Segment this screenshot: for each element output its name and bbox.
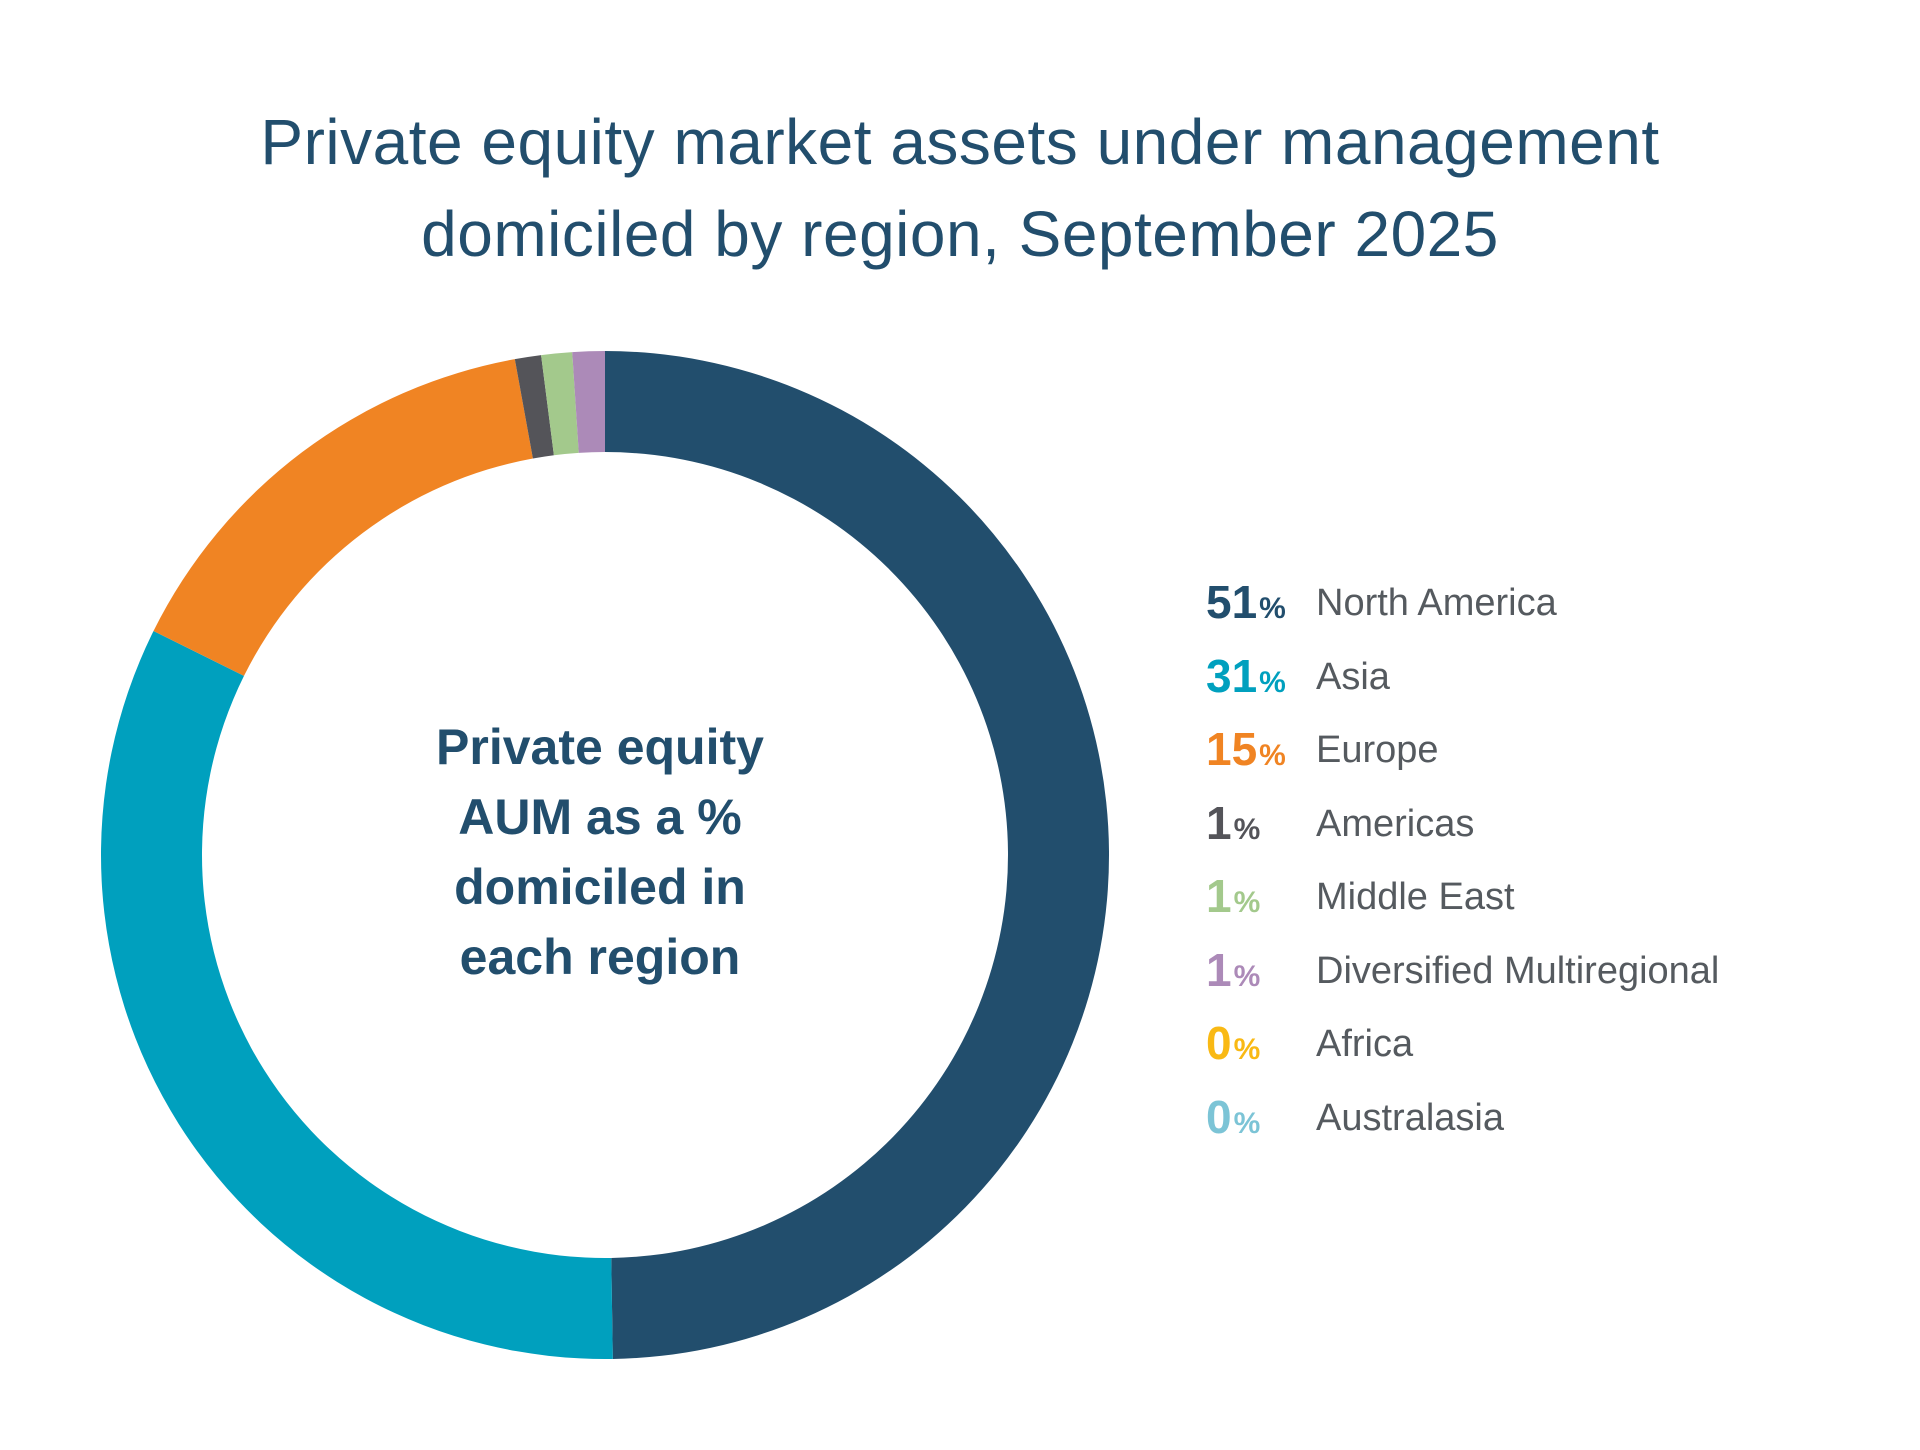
legend-value-number: 0	[1206, 1017, 1232, 1069]
legend-label: Europe	[1316, 729, 1439, 771]
legend-value-number: 1	[1206, 796, 1232, 849]
legend-value: 0%	[1206, 1089, 1260, 1152]
legend-value-unit: %	[1233, 812, 1261, 846]
legend-value: 51%	[1206, 574, 1286, 637]
legend-item-australasia: 0% Australasia	[1206, 1081, 1906, 1155]
center-label-line-3: domiciled in	[454, 859, 746, 915]
legend-value-unit: %	[1259, 592, 1286, 625]
legend-label: Africa	[1316, 1023, 1414, 1065]
donut-slice-americas	[514, 355, 554, 459]
legend-item-asia: 31% Asia	[1206, 640, 1906, 714]
legend-value-unit: %	[1233, 959, 1261, 993]
legend-label: Diversified Multiregional	[1316, 949, 1720, 992]
legend-value-number: 31	[1206, 649, 1258, 702]
legend-value: 1%	[1206, 795, 1260, 858]
donut-slice-north-america	[605, 351, 1110, 1359]
donut-slice-europe	[153, 359, 533, 676]
donut-slice-diversified-multiregional	[572, 351, 605, 453]
legend-value-unit: %	[1233, 1033, 1261, 1066]
legend-label: North America	[1316, 582, 1557, 624]
legend-item-africa: 0% Africa	[1206, 1007, 1906, 1081]
donut-slice-middle-east	[541, 352, 579, 456]
chart-title-line-2: domiciled by region, September 2025	[421, 198, 1499, 270]
legend-value: 1%	[1206, 942, 1260, 1005]
legend-item-europe: 15% Europe	[1206, 713, 1906, 787]
legend-value-unit: %	[1259, 665, 1286, 699]
legend-value: 1%	[1206, 868, 1260, 931]
legend-value-number: 1	[1206, 870, 1232, 922]
legend-label: Americas	[1316, 802, 1475, 845]
center-label-line-2: AUM as a %	[458, 789, 742, 845]
legend-value: 0%	[1206, 1015, 1260, 1078]
legend-item-americas: 1% Americas	[1206, 787, 1906, 861]
legend-value: 15%	[1206, 721, 1286, 784]
legend-item-diversified-multiregional: 1% Diversified Multiregional	[1206, 934, 1906, 1008]
legend-value-number: 0	[1206, 1090, 1232, 1143]
donut-center-label: Private equity AUM as a % domiciled in e…	[360, 712, 840, 992]
donut-slice-asia	[100, 631, 613, 1359]
legend-label: Middle East	[1316, 876, 1515, 918]
legend-value-unit: %	[1259, 739, 1286, 772]
legend-item-north-america: 51% North America	[1206, 566, 1906, 640]
legend-value: 31%	[1206, 648, 1286, 711]
legend-label: Asia	[1316, 655, 1390, 698]
center-label-line-4: each region	[459, 929, 741, 985]
chart-title-line-1: Private equity market assets under manag…	[260, 106, 1660, 178]
legend-value-unit: %	[1233, 886, 1261, 919]
legend: 51% North America 31% Asia 15% Europe 1%…	[1206, 566, 1906, 1154]
center-label-line-1: Private equity	[436, 719, 764, 775]
legend-item-middle-east: 1% Middle East	[1206, 860, 1906, 934]
legend-value-number: 51	[1206, 576, 1258, 628]
chart-title: Private equity market assets under manag…	[0, 96, 1920, 280]
legend-label: Australasia	[1316, 1096, 1504, 1139]
legend-value-unit: %	[1233, 1106, 1261, 1140]
legend-value-number: 15	[1206, 723, 1258, 775]
legend-value-number: 1	[1206, 943, 1232, 996]
